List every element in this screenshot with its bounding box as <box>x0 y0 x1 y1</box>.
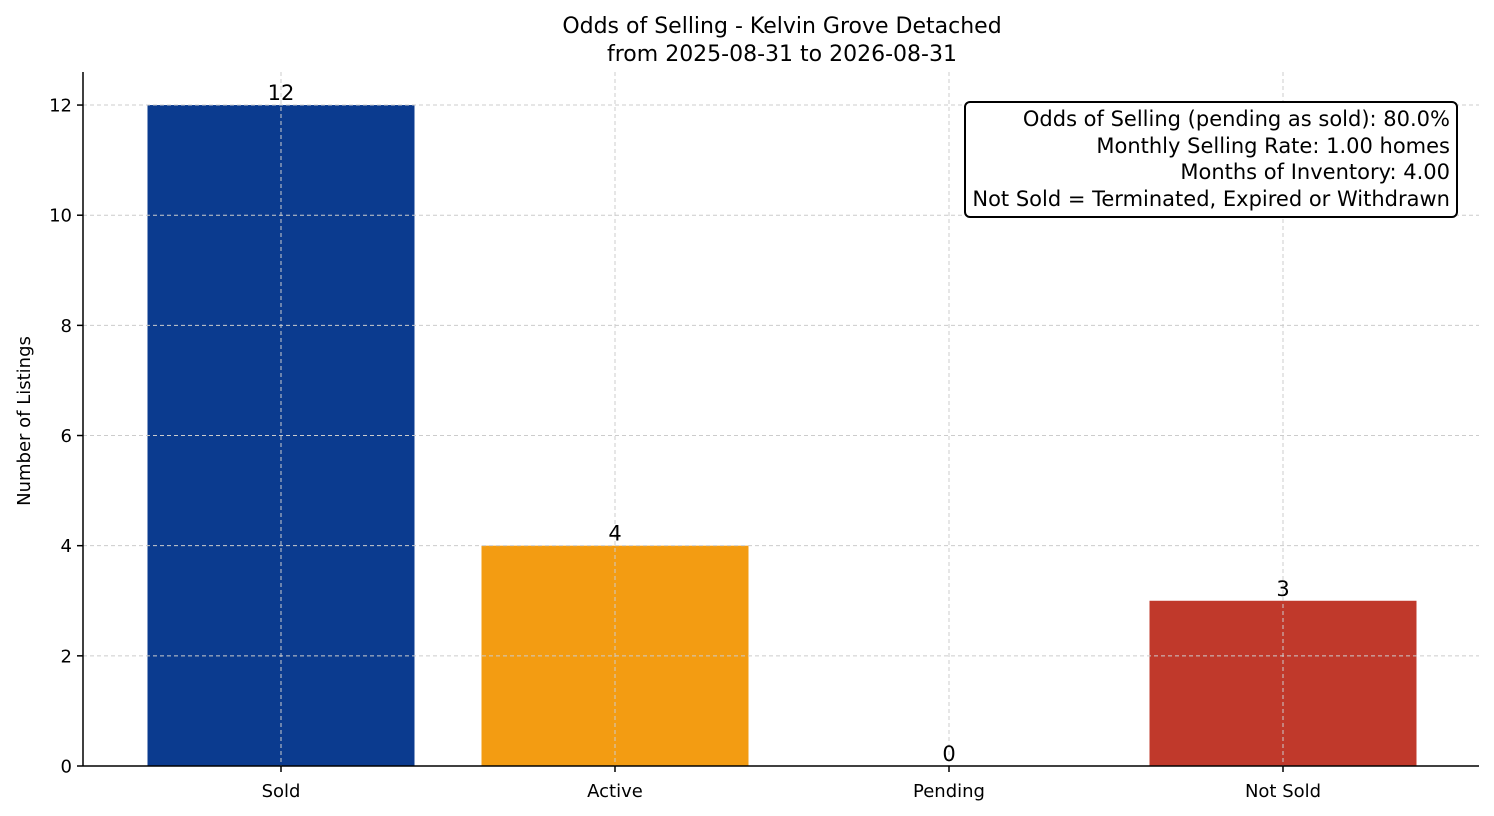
axes <box>82 72 1479 767</box>
chart-subtitle: from 2025-08-31 to 2026-08-31 <box>607 42 957 67</box>
tick-labels: 0 2 4 6 8 10 12 Sold Active Pending Not Sold <box>49 96 1321 802</box>
x-tick-label-pending: Pending <box>913 781 985 802</box>
chart-title: Odds of Selling - Kelvin Grove Detached <box>562 14 1001 39</box>
data-label-active: 4 <box>608 522 621 546</box>
data-label-not-sold: 3 <box>1276 577 1289 601</box>
stats-odds-of-selling: Odds of Selling (pending as sold): 80.0% <box>1022 107 1450 131</box>
stats-months-of-inventory: Months of Inventory: 4.00 <box>1180 160 1450 184</box>
stats-monthly-selling-rate: Monthly Selling Rate: 1.00 homes <box>1096 133 1450 158</box>
y-tick-label-0: 0 <box>61 757 72 778</box>
stats-annotation-box: Odds of Selling (pending as sold): 80.0%… <box>964 101 1458 218</box>
y-tick-label-4: 4 <box>61 536 72 557</box>
data-label-pending: 0 <box>942 742 955 766</box>
y-tick-label-10: 10 <box>49 206 72 227</box>
data-labels: 12 4 0 3 <box>268 81 1290 766</box>
y-tick-label-2: 2 <box>61 646 72 667</box>
stats-not-sold-definition: Not Sold = Terminated, Expired or Withdr… <box>972 186 1450 211</box>
y-tick-label-6: 6 <box>61 426 72 447</box>
x-tick-label-sold: Sold <box>262 781 301 802</box>
y-tick-label-8: 8 <box>61 316 72 337</box>
data-label-sold: 12 <box>268 81 295 105</box>
y-tick-label-12: 12 <box>49 96 72 117</box>
x-tick-label-not-sold: Not Sold <box>1245 781 1321 802</box>
x-tick-label-active: Active <box>587 781 643 802</box>
y-axis-label: Number of Listings <box>14 336 35 506</box>
